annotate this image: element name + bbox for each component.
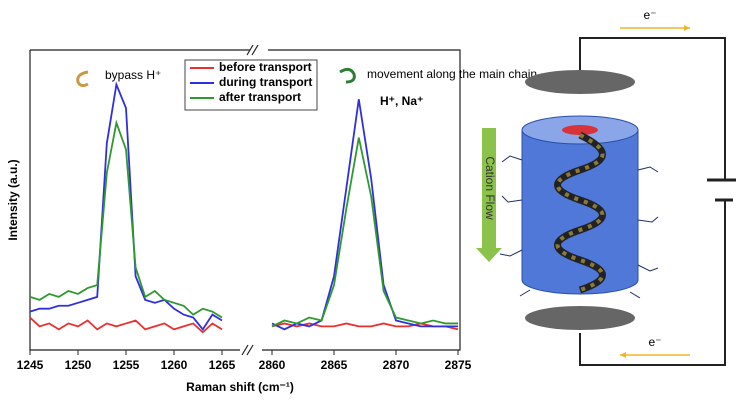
annotation-text: movement along the main chain <box>367 67 537 81</box>
legend-label: after transport <box>219 90 301 104</box>
x-axis-label: Raman shift (cm⁻¹) <box>186 380 294 394</box>
electron-label: e⁻ <box>648 335 661 349</box>
x-tick-label: 1265 <box>209 358 236 372</box>
helix-end <box>562 125 598 135</box>
series-line <box>29 119 223 319</box>
x-tick-label: 2870 <box>383 358 410 372</box>
electrode <box>525 306 635 330</box>
y-axis-label: Intensity (a.u.) <box>6 159 20 240</box>
series-line <box>29 316 223 334</box>
circuit <box>579 37 736 366</box>
series-line <box>271 137 458 328</box>
x-tick-label: 1255 <box>113 358 140 372</box>
x-tick-label: 1245 <box>17 358 44 372</box>
electron-arrow-head <box>620 352 626 358</box>
series-line <box>271 99 458 331</box>
electron-arrow-head <box>684 25 690 31</box>
electron-label: e⁻ <box>643 8 656 22</box>
x-tick-label: 2875 <box>445 358 472 372</box>
flow-label: Cation Flow <box>483 156 497 220</box>
x-tick-label: 1260 <box>161 358 188 372</box>
x-tick-label: 2860 <box>259 358 286 372</box>
helix-beads <box>555 133 605 292</box>
electrode <box>525 70 635 94</box>
series-line <box>29 81 223 331</box>
legend-label: before transport <box>219 60 312 74</box>
x-tick-label: 1250 <box>65 358 92 372</box>
annotation: movement along the main chain <box>367 67 537 81</box>
flow-arrow-head <box>476 248 502 262</box>
curved-arrow <box>76 70 89 88</box>
legend-box <box>184 59 318 111</box>
cylinder <box>521 129 639 295</box>
legend-label: during transport <box>219 75 312 89</box>
annotation: H⁺, Na⁺ <box>380 94 423 108</box>
annotation: bypass H⁺ <box>105 68 161 82</box>
curved-arrow <box>339 67 356 84</box>
flow-arrow <box>482 128 496 248</box>
x-tick-label: 2865 <box>321 358 348 372</box>
side-chains <box>499 155 659 299</box>
